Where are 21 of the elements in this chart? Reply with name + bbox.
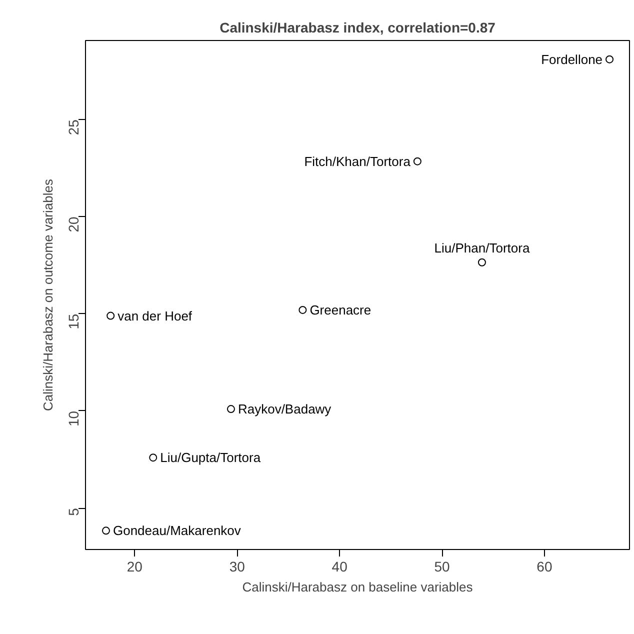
x-tick-label: 30 [229, 558, 246, 574]
annotation: Liu/Phan/Tortora [434, 240, 530, 256]
y-tick-label: 5 [66, 508, 82, 516]
annotation: Fitch/Khan/Tortora [304, 154, 412, 169]
x-tick-label: 40 [332, 558, 348, 574]
annotation: Gondeau/Makarenkov [112, 523, 242, 538]
x-tick-label: 60 [536, 558, 552, 574]
y-tick-label: 20 [66, 216, 82, 232]
annotation: Greenacre [310, 302, 372, 318]
y-axis-title: Calinski/Harabasz on outcome variables [40, 178, 56, 411]
annotation: Raykov/Badawy [238, 402, 332, 417]
x-tick-label: 20 [126, 558, 143, 574]
y-tick-label: 25 [66, 119, 82, 136]
annotation: van der Hoef [118, 308, 192, 324]
x-tick-label: 50 [434, 558, 450, 574]
annotation: Fordellone [541, 52, 603, 67]
y-tick-label: 15 [66, 314, 82, 330]
annotation: Liu/Gupta/Tortora [160, 450, 262, 466]
y-tick-label: 10 [66, 410, 82, 427]
x-axis-title: Calinski/Harabasz on baseline variables [242, 580, 474, 594]
chart-title: Calinski/Harabasz index, correlation=0.87 [220, 20, 496, 36]
